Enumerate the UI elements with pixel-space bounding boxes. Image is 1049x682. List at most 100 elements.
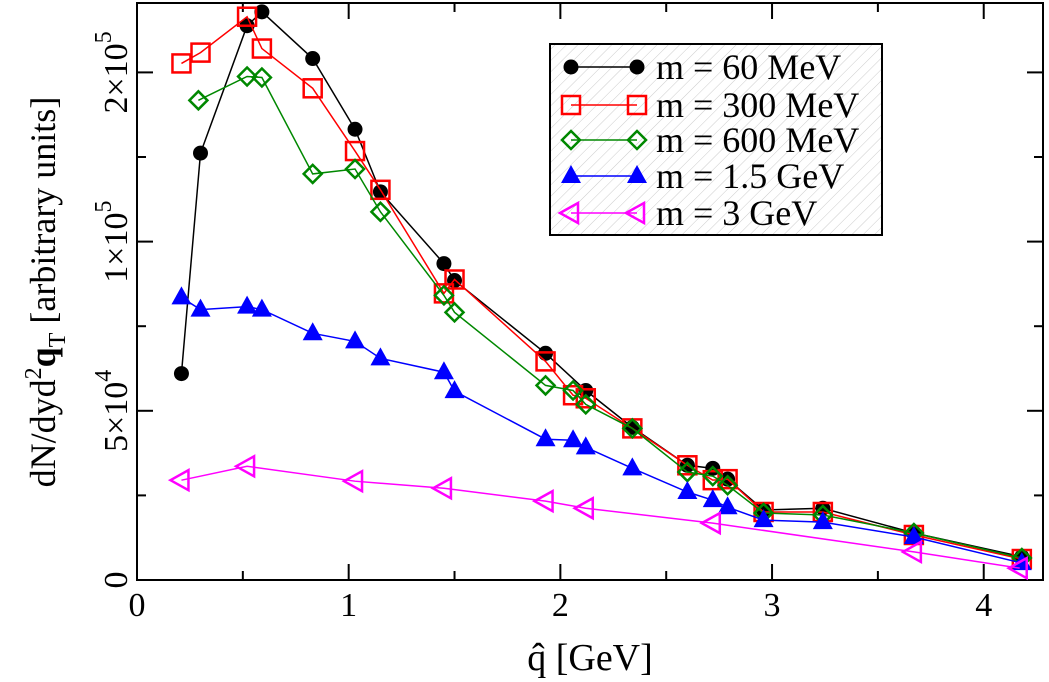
data-point xyxy=(621,417,644,440)
data-point xyxy=(1006,556,1028,581)
legend-label: m = 1.5 GeV xyxy=(656,156,844,196)
data-point xyxy=(369,201,392,223)
legend-marker xyxy=(629,59,645,75)
data-point xyxy=(430,476,453,501)
data-point xyxy=(171,53,192,74)
data-point xyxy=(562,384,584,406)
legend-marker xyxy=(627,165,647,183)
data-point xyxy=(443,301,466,324)
data-point xyxy=(903,526,924,545)
legend-label: m = 300 MeV xyxy=(656,85,859,125)
data-point xyxy=(233,454,256,479)
data-point xyxy=(531,489,554,514)
legend-marker xyxy=(561,165,581,183)
series-3 xyxy=(171,286,1032,571)
data-point xyxy=(251,66,273,89)
data-point xyxy=(444,380,465,399)
data-point xyxy=(301,163,324,185)
data-point xyxy=(574,393,597,416)
x-tick-label: 0 xyxy=(129,587,146,624)
legend-marker xyxy=(557,200,580,226)
x-tick-label: 2 xyxy=(552,587,569,624)
x-axis-label: q̂ [GeV] xyxy=(527,637,653,679)
legend-marker xyxy=(560,129,582,151)
data-point xyxy=(572,496,595,521)
y-tick-label: 1×105 xyxy=(91,201,135,283)
data-point xyxy=(190,298,211,317)
series-1 xyxy=(171,6,1033,570)
data-point xyxy=(562,379,584,402)
data-point xyxy=(347,121,363,137)
data-point xyxy=(173,366,189,382)
series-4 xyxy=(167,454,1028,581)
data-point xyxy=(717,496,738,515)
data-point xyxy=(236,65,258,88)
series-group xyxy=(167,4,1033,581)
legend-marker xyxy=(560,94,582,116)
data-point xyxy=(900,539,923,565)
legend-label: m = 600 MeV xyxy=(656,120,859,160)
y-axis-label: dN/dyd2qT [arbitrary units] xyxy=(21,97,71,488)
data-point xyxy=(716,474,739,497)
series-line xyxy=(181,465,1020,569)
data-point xyxy=(444,269,465,290)
legend-marker xyxy=(626,94,648,116)
data-point xyxy=(702,489,723,508)
data-point xyxy=(345,330,366,349)
legend-entry: m = 3 GeV xyxy=(557,193,817,233)
series-line xyxy=(181,296,1023,564)
data-point xyxy=(535,428,556,447)
data-point xyxy=(251,298,272,317)
x-tick-label: 4 xyxy=(975,587,992,624)
legend-label: m = 60 MeV xyxy=(656,47,841,87)
legend-entry: m = 1.5 GeV xyxy=(561,156,844,196)
data-point xyxy=(753,509,774,528)
legend-marker xyxy=(623,200,646,226)
y-tick-label: 2×105 xyxy=(91,31,135,113)
data-point xyxy=(563,429,584,448)
data-point xyxy=(699,511,722,536)
legend-entry: m = 600 MeV xyxy=(560,120,859,160)
legend-entry: m = 300 MeV xyxy=(560,85,859,125)
data-point xyxy=(370,347,391,366)
y-tick-label: 0 xyxy=(98,572,135,589)
data-point xyxy=(433,283,455,304)
data-point xyxy=(433,284,455,307)
data-point xyxy=(677,481,698,500)
data-point xyxy=(193,145,209,161)
data-point xyxy=(171,286,192,305)
data-point xyxy=(251,38,273,59)
data-point xyxy=(236,6,258,27)
data-point xyxy=(622,457,643,476)
data-point xyxy=(535,351,556,372)
data-point xyxy=(237,295,258,314)
data-point xyxy=(187,89,210,112)
legend-label: m = 3 GeV xyxy=(656,193,817,233)
data-point xyxy=(534,374,557,397)
x-tick-label: 3 xyxy=(764,587,781,624)
plot-frame xyxy=(136,2,1044,581)
data-point xyxy=(575,436,596,455)
legend-marker xyxy=(563,59,579,75)
data-point xyxy=(302,322,323,341)
data-point xyxy=(302,78,323,99)
data-point xyxy=(190,42,211,63)
x-tick-label: 1 xyxy=(340,587,357,624)
data-point xyxy=(305,51,321,67)
data-point xyxy=(433,361,454,380)
legend-entry: m = 60 MeV xyxy=(563,47,841,87)
y-tick-label: 5×104 xyxy=(91,370,135,452)
data-point xyxy=(575,388,597,409)
data-point xyxy=(812,511,833,530)
data-point xyxy=(370,179,391,201)
data-point xyxy=(702,465,724,487)
data-point xyxy=(167,468,190,493)
data-point xyxy=(436,256,452,272)
data-point xyxy=(341,469,364,494)
data-point xyxy=(254,4,270,20)
axes: 0 1 2 3 4 0 5×104 1×105 2×105 xyxy=(91,2,1044,624)
legend-marker xyxy=(626,129,648,151)
data-point xyxy=(344,158,366,180)
